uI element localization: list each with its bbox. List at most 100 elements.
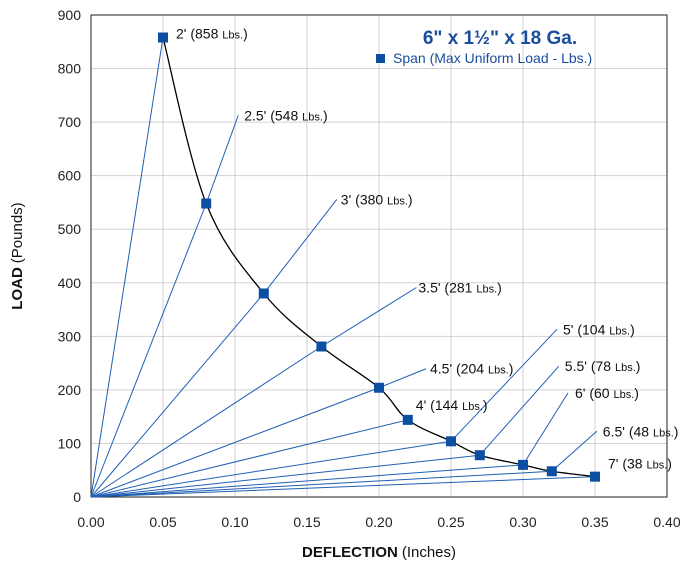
data-point-marker <box>258 288 269 299</box>
label-leader <box>479 365 560 456</box>
y-tick-label: 500 <box>58 221 82 237</box>
data-point-span: 7' <box>608 456 622 472</box>
legend-marker <box>376 54 385 63</box>
data-point-label: 3' (380 Lbs.) <box>341 191 413 207</box>
data-point-load: (548 <box>270 108 302 124</box>
data-point-marker <box>158 32 168 43</box>
chart-title: 6" x 1½" x 18 Ga. <box>423 28 577 49</box>
data-point-close: ) <box>674 423 679 439</box>
load-line <box>90 203 207 498</box>
data-point-span: 6' <box>575 385 589 401</box>
data-point-load: (380 <box>355 191 387 207</box>
data-point-marker <box>402 414 413 425</box>
data-point-unit: Lbs. <box>646 460 667 472</box>
data-point-close: ) <box>243 25 248 41</box>
data-point-span: 3' <box>341 191 355 207</box>
data-point-close: ) <box>509 361 514 377</box>
load-line <box>90 37 164 498</box>
data-point-span: 3.5' <box>418 280 444 296</box>
data-point-close: ) <box>630 321 635 337</box>
data-point-marker <box>201 198 212 209</box>
point-labels: 2' (858 Lbs.)2.5' (548 Lbs.)3' (380 Lbs.… <box>176 25 678 471</box>
x-axis-ticks: 0.00 0.05 0.10 0.15 0.20 0.25 0.30 0.35 0.40 <box>77 514 680 530</box>
y-tick-label: 600 <box>58 168 82 184</box>
data-point-span: 2.5' <box>244 108 270 124</box>
data-point-unit: Lbs. <box>488 365 509 377</box>
legend-entry: Span (Max Uniform Load - Lbs.) <box>393 50 592 66</box>
x-tick-label: 0.40 <box>653 514 680 530</box>
data-point-load: (48 <box>629 423 653 439</box>
load-line <box>90 454 480 498</box>
data-point-marker <box>546 466 557 477</box>
data-point-unit: Lbs. <box>609 325 630 337</box>
load-line <box>90 470 552 498</box>
data-point-load: (281 <box>444 280 476 296</box>
y-tick-label: 400 <box>58 275 82 291</box>
x-tick-label: 0.05 <box>149 514 176 530</box>
data-point-span: 4' <box>416 397 430 413</box>
data-point-close: ) <box>408 191 413 207</box>
x-tick-label: 0.25 <box>437 514 464 530</box>
data-point-load: (858 <box>190 25 222 41</box>
data-point-label: 5' (104 Lbs.) <box>563 321 635 337</box>
x-tick-label: 0.10 <box>221 514 248 530</box>
data-point-marker <box>316 341 327 352</box>
data-point-label: 4' (144 Lbs.) <box>416 397 488 413</box>
load-line <box>90 293 265 498</box>
data-point-close: ) <box>497 280 502 296</box>
data-point-load: (204 <box>456 361 488 377</box>
data-point-load: (78 <box>591 358 615 374</box>
data-point-marker <box>590 471 600 482</box>
data-point-label: 6' (60 Lbs.) <box>575 385 639 401</box>
y-tick-label: 800 <box>58 61 82 77</box>
data-point-label: 2.5' (548 Lbs.) <box>244 108 327 124</box>
data-point-close: ) <box>323 108 328 124</box>
load-line <box>90 476 596 498</box>
data-point-unit: Lbs. <box>615 362 636 374</box>
data-point-label: 4.5' (204 Lbs.) <box>430 361 513 377</box>
data-point-marker <box>374 382 384 393</box>
y-tick-label: 300 <box>58 328 82 344</box>
y-axis-unit: (Pounds) <box>9 202 26 263</box>
data-point-marker <box>474 450 485 461</box>
label-leader <box>321 287 417 347</box>
data-point-unit: Lbs. <box>476 284 497 296</box>
label-leader <box>450 328 558 442</box>
y-tick-label: 200 <box>58 382 82 398</box>
data-point-span: 5' <box>563 321 577 337</box>
y-tick-label: 100 <box>58 435 82 451</box>
data-point-label: 7' (38 Lbs.) <box>608 456 672 472</box>
label-leader <box>378 368 427 389</box>
data-point-load: (38 <box>622 456 646 472</box>
label-leader <box>551 430 598 472</box>
x-tick-label: 0.30 <box>509 514 536 530</box>
label-leader <box>205 115 239 204</box>
x-tick-label: 0.35 <box>581 514 608 530</box>
y-axis-ticks: 0 100 200 300 400 500 600 700 800 900 <box>58 7 82 505</box>
data-point-unit: Lbs. <box>302 112 323 124</box>
data-point-marker <box>518 459 528 470</box>
data-point-span: 6.5' <box>603 423 629 439</box>
data-point-span: 4.5' <box>430 361 456 377</box>
y-axis-label: LOAD <box>9 267 26 310</box>
data-point-load: (104 <box>577 321 609 337</box>
data-point-close: ) <box>667 456 672 472</box>
data-point-close: ) <box>483 397 488 413</box>
y-tick-label: 0 <box>73 489 81 505</box>
x-tick-label: 0.20 <box>365 514 392 530</box>
x-tick-label: 0.00 <box>77 514 104 530</box>
data-point-marker <box>446 436 456 447</box>
data-point-label: 5.5' (78 Lbs.) <box>565 358 641 374</box>
label-leader <box>263 199 338 294</box>
data-point-unit: Lbs. <box>222 29 243 41</box>
data-point-label: 2' (858 Lbs.) <box>176 25 248 41</box>
load-lines <box>90 37 596 498</box>
x-axis-title: DEFLECTION (Inches) <box>302 544 456 561</box>
load-line <box>90 419 408 498</box>
data-point-unit: Lbs. <box>613 389 634 401</box>
plot-frame <box>90 14 668 498</box>
data-point-close: ) <box>636 358 641 374</box>
y-axis-title: LOAD (Pounds) <box>9 202 26 309</box>
data-point-span: 2' <box>176 25 190 41</box>
